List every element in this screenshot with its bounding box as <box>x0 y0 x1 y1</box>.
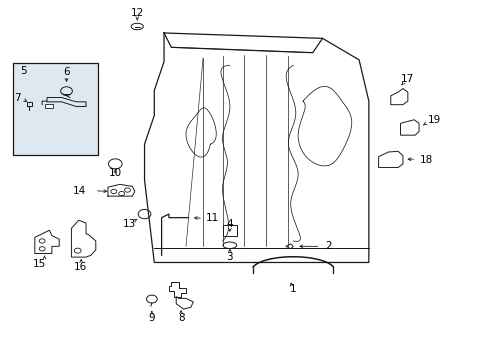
Text: 3: 3 <box>226 252 233 262</box>
Text: 11: 11 <box>205 213 218 223</box>
Text: 12: 12 <box>130 8 143 18</box>
Text: 4: 4 <box>226 219 233 229</box>
Polygon shape <box>390 89 407 105</box>
Text: 16: 16 <box>73 262 87 272</box>
Bar <box>222 225 237 235</box>
Text: 8: 8 <box>178 313 184 323</box>
Polygon shape <box>71 220 96 257</box>
Text: 1: 1 <box>289 284 296 294</box>
Text: 18: 18 <box>419 155 432 165</box>
Polygon shape <box>168 282 185 297</box>
Text: 2: 2 <box>325 241 331 251</box>
Text: 9: 9 <box>148 313 155 323</box>
Polygon shape <box>285 244 293 249</box>
Polygon shape <box>400 120 418 135</box>
Text: 7: 7 <box>15 93 21 103</box>
Text: 13: 13 <box>123 219 136 229</box>
Polygon shape <box>176 297 193 309</box>
Text: 10: 10 <box>108 168 122 178</box>
Bar <box>13 63 98 155</box>
Text: 6: 6 <box>63 67 70 77</box>
Polygon shape <box>35 230 59 253</box>
Text: 19: 19 <box>427 115 440 125</box>
Polygon shape <box>378 151 402 167</box>
Bar <box>44 104 53 108</box>
Text: 17: 17 <box>401 74 414 84</box>
Text: 5: 5 <box>20 66 27 76</box>
Text: 15: 15 <box>33 258 46 269</box>
Text: 14: 14 <box>73 186 86 196</box>
